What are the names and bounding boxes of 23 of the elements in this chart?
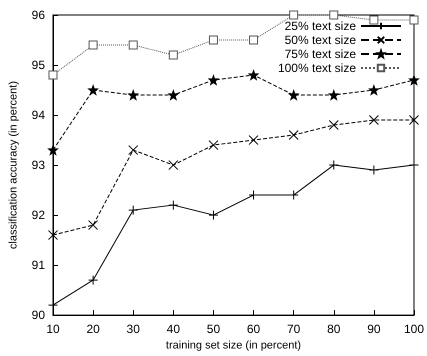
x-tick-label: 20 xyxy=(86,322,100,336)
x-tick-label: 80 xyxy=(327,322,341,336)
x-axis-title: training set size (in percent) xyxy=(166,340,302,352)
x-tick-label: 100 xyxy=(404,322,424,336)
x-tick-label: 10 xyxy=(46,322,60,336)
x-tick-label: 60 xyxy=(246,322,261,336)
y-tick-label: 91 xyxy=(32,258,46,272)
x-tick-label: 30 xyxy=(126,322,140,336)
legend-label: 25% text size xyxy=(284,19,356,33)
y-tick-label: 92 xyxy=(32,208,46,222)
legend-label: 50% text size xyxy=(284,33,356,47)
y-tick-label: 95 xyxy=(32,58,46,72)
x-tick-label: 70 xyxy=(286,322,301,336)
y-tick-label: 96 xyxy=(32,8,46,22)
y-tick-label: 90 xyxy=(32,308,46,322)
legend-label: 100% text size xyxy=(278,61,356,75)
x-tick-label: 50 xyxy=(206,322,220,336)
x-tick-label: 40 xyxy=(166,322,180,336)
y-tick-label: 94 xyxy=(32,108,46,122)
legend-label: 75% text size xyxy=(284,47,356,61)
x-tick-label: 90 xyxy=(367,322,381,336)
y-tick-label: 93 xyxy=(32,158,46,172)
y-axis-title: classification accuracy (in percent) xyxy=(8,80,20,250)
